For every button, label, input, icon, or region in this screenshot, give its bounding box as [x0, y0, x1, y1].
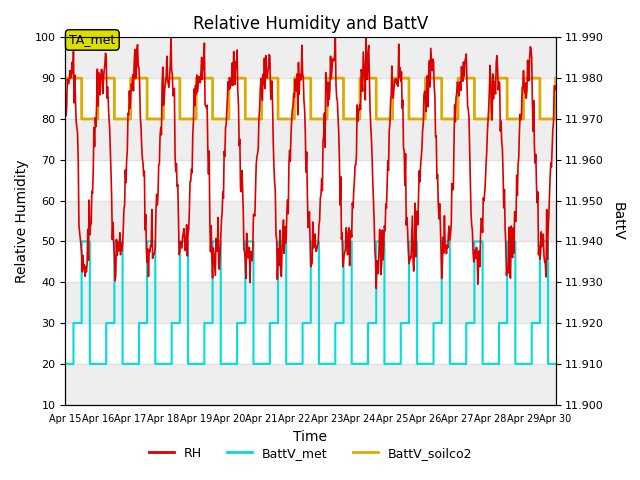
Line: BattV_soilco2: BattV_soilco2 — [65, 78, 556, 119]
BattV_soilco2 — [371, 75, 378, 81]
BattV_soilco2 — [122, 116, 129, 122]
X-axis label: Time: Time — [293, 430, 328, 444]
BattV_met — [70, 320, 78, 326]
Line: RH: RH — [65, 37, 556, 288]
Line: BattV_met: BattV_met — [65, 241, 556, 364]
Text: TA_met: TA_met — [69, 34, 115, 47]
Bar — [65, 364, 556, 405]
RH — [70, 100, 78, 106]
Bar — [65, 37, 556, 78]
BattV_met — [371, 320, 378, 326]
RH — [196, 80, 204, 85]
Bar — [65, 282, 556, 323]
BattV_met — [61, 361, 69, 367]
RH — [121, 202, 129, 208]
BattV_soilco2 — [78, 116, 86, 122]
BattV_met — [122, 361, 129, 367]
RH — [552, 87, 559, 93]
RH — [61, 92, 69, 97]
Y-axis label: BattV: BattV — [611, 202, 625, 240]
Bar — [65, 201, 556, 241]
Y-axis label: Relative Humidity: Relative Humidity — [15, 159, 29, 283]
RH — [332, 35, 339, 40]
Bar — [65, 119, 556, 160]
BattV_soilco2 — [385, 116, 392, 122]
BattV_soilco2 — [172, 75, 179, 81]
Title: Relative Humidity and BattV: Relative Humidity and BattV — [193, 15, 428, 33]
BattV_soilco2 — [197, 75, 205, 81]
BattV_soilco2 — [70, 75, 78, 81]
BattV_met — [172, 320, 179, 326]
BattV_met — [552, 361, 559, 367]
BattV_met — [385, 361, 392, 367]
RH — [372, 286, 380, 291]
BattV_met — [197, 361, 205, 367]
BattV_met — [78, 239, 86, 244]
RH — [170, 85, 178, 91]
RH — [371, 220, 378, 226]
Legend: RH, BattV_met, BattV_soilco2: RH, BattV_met, BattV_soilco2 — [144, 442, 477, 465]
BattV_soilco2 — [552, 75, 559, 81]
BattV_soilco2 — [61, 75, 69, 81]
RH — [385, 129, 393, 135]
